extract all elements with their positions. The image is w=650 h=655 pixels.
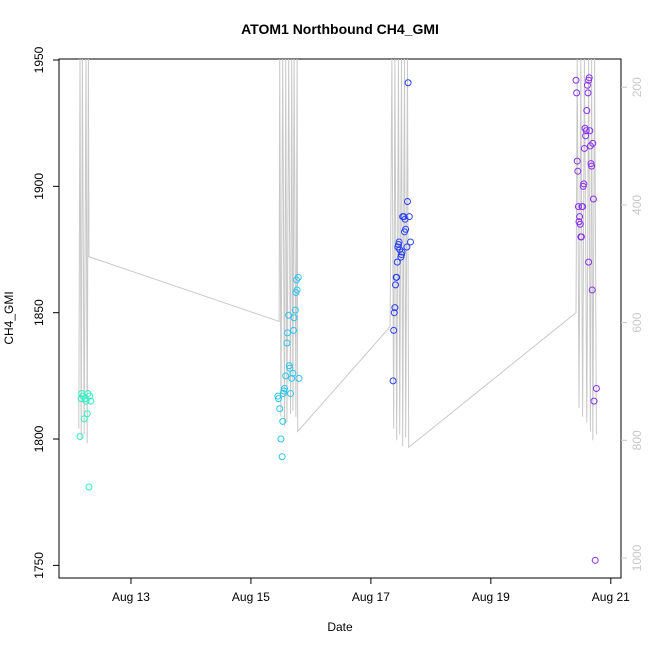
data-point (589, 195, 597, 203)
data-point (289, 369, 297, 377)
data-point (572, 76, 580, 84)
data-point (582, 127, 590, 135)
data-point (390, 326, 398, 334)
data-point (580, 144, 588, 152)
data-point (576, 213, 584, 221)
data-point (288, 374, 296, 382)
plot-area (76, 59, 600, 564)
data-point (584, 89, 592, 97)
data-point (82, 397, 90, 405)
data-point (275, 395, 283, 403)
chart-title: ATOM1 Northbound CH4_GMI (241, 21, 439, 37)
data-point (295, 374, 303, 382)
data-point (294, 273, 302, 281)
x-axis-label: Date (327, 620, 353, 634)
y-tick-label: 1850 (32, 299, 46, 326)
data-point (589, 139, 597, 147)
data-point (80, 415, 88, 423)
y2-tick-label: 400 (630, 195, 644, 215)
data-point (393, 273, 401, 281)
data-point (278, 453, 286, 461)
y-axis-label: CH4_GMI (2, 291, 16, 344)
data-point (585, 74, 593, 82)
data-point (588, 286, 596, 294)
data-point (576, 220, 584, 228)
data-point (87, 397, 95, 405)
data-point (293, 286, 301, 294)
data-point (582, 132, 590, 140)
data-point (403, 198, 411, 206)
data-point (591, 556, 599, 564)
data-point (389, 377, 397, 385)
y-tick-label: 1800 (32, 425, 46, 452)
data-point (276, 405, 284, 413)
y2-tick-label: 800 (630, 430, 644, 450)
y-tick-label: 1750 (32, 552, 46, 579)
plot-frame (58, 58, 622, 579)
data-point (393, 258, 401, 266)
data-point (287, 390, 295, 398)
data-point (405, 213, 413, 221)
data-point (588, 162, 596, 170)
y-tick-label: 1900 (32, 173, 46, 200)
x-tick-label: Aug 13 (112, 590, 150, 604)
data-point (580, 180, 588, 188)
data-point (402, 225, 410, 233)
data-point (279, 417, 287, 425)
x-tick-label: Aug 15 (232, 590, 270, 604)
data-point (586, 127, 594, 135)
y2-tick-label: 1000 (630, 544, 644, 571)
data-point (86, 392, 94, 400)
pressure-line (78, 59, 597, 449)
data-point (83, 410, 91, 418)
data-point (403, 243, 411, 251)
data-point (290, 326, 298, 334)
data-point (585, 258, 593, 266)
data-point (283, 339, 291, 347)
data-point (282, 372, 290, 380)
data-point (277, 435, 285, 443)
data-point (391, 304, 399, 312)
data-point (76, 433, 84, 441)
data-point (583, 81, 591, 89)
data-point (398, 248, 406, 256)
data-point (284, 329, 292, 337)
data-point (579, 203, 587, 211)
data-point (390, 309, 398, 317)
data-point (592, 384, 600, 392)
data-point (395, 238, 403, 246)
data-point (590, 397, 598, 405)
data-point (281, 384, 289, 392)
data-point (290, 314, 298, 322)
data-point (574, 167, 582, 175)
x-tick-label: Aug 19 (472, 590, 510, 604)
y2-tick-label: 600 (630, 312, 644, 332)
data-point (406, 238, 414, 246)
data-point (573, 157, 581, 165)
y2-tick-label: 200 (630, 77, 644, 97)
data-point (291, 306, 299, 314)
data-point (391, 281, 399, 289)
data-point (404, 79, 412, 87)
data-point (573, 89, 581, 97)
data-point (574, 203, 582, 211)
data-point (85, 483, 93, 491)
y-tick-label: 1950 (32, 46, 46, 73)
data-point (583, 107, 591, 115)
data-point (577, 233, 585, 241)
x-tick-label: Aug 17 (352, 590, 390, 604)
data-point (286, 364, 294, 372)
x-tick-label: Aug 21 (592, 590, 630, 604)
